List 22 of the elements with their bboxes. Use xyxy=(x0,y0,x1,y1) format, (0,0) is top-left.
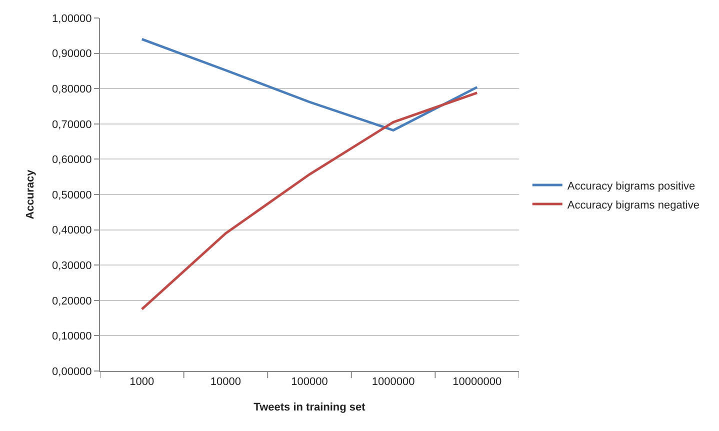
line-series xyxy=(140,92,478,310)
y-tick-label: 0,10000 xyxy=(52,330,92,343)
y-tick-label: 0,70000 xyxy=(52,118,92,131)
y-tick-label: 0,90000 xyxy=(52,48,92,60)
line-series xyxy=(140,38,478,132)
legend-label: Accuracy bigrams positive xyxy=(567,180,696,192)
x-tick-label: 100000 xyxy=(291,376,328,388)
y-tick-label: 0,50000 xyxy=(52,189,92,202)
y-tick-label: 0,20000 xyxy=(52,295,92,308)
x-tick-label: 10000000 xyxy=(452,376,502,388)
y-tick-label: 0,80000 xyxy=(52,83,92,96)
y-tick-label: 1,00000 xyxy=(52,12,92,25)
y-tick-label: 0,30000 xyxy=(52,260,92,272)
legend-label: Accuracy bigrams negative xyxy=(567,199,700,212)
y-axis-title: Accuracy xyxy=(24,168,37,220)
x-tick-label: 1000 xyxy=(130,376,154,388)
x-axis-title: Tweets in training set xyxy=(254,401,366,414)
x-tick-label: 1000000 xyxy=(372,376,415,388)
y-tick-label: 0,40000 xyxy=(52,224,92,237)
y-tick-label: 0,00000 xyxy=(52,366,92,378)
y-tick-label: 0,60000 xyxy=(52,154,92,166)
x-tick-label: 10000 xyxy=(210,376,241,388)
